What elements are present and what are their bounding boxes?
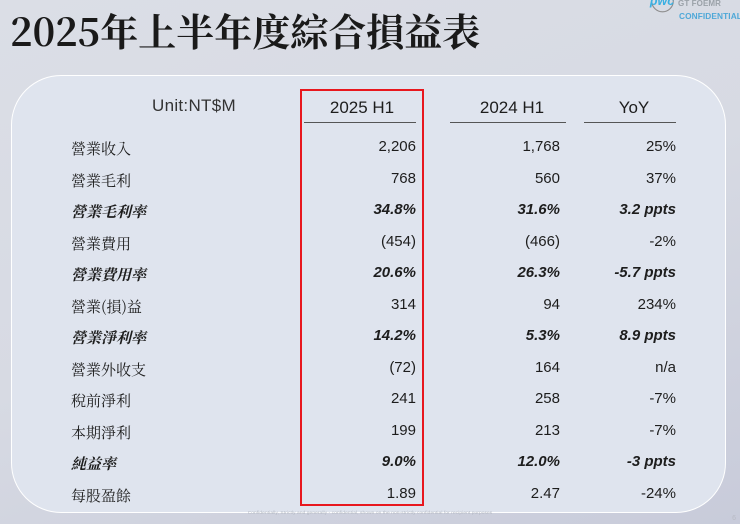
svg-text:pwc: pwc — [649, 0, 674, 8]
